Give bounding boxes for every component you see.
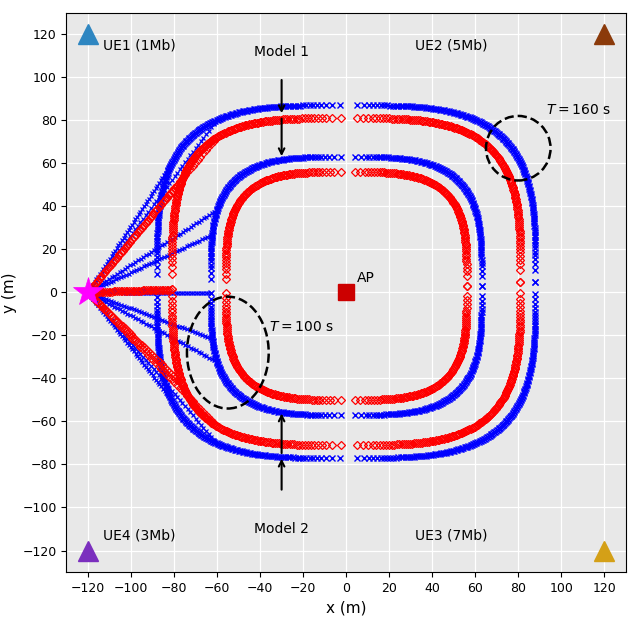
Y-axis label: y (m): y (m) bbox=[2, 272, 17, 313]
Text: AP: AP bbox=[357, 271, 375, 284]
Text: $T = 160$ s: $T = 160$ s bbox=[546, 103, 611, 117]
Text: UE4 (3Mb): UE4 (3Mb) bbox=[103, 529, 176, 543]
Text: UE2 (5Mb): UE2 (5Mb) bbox=[415, 38, 488, 52]
Text: Model 2: Model 2 bbox=[254, 522, 309, 536]
X-axis label: x (m): x (m) bbox=[326, 600, 367, 615]
Text: $T = 100$ s: $T = 100$ s bbox=[269, 320, 334, 334]
Text: UE3 (7Mb): UE3 (7Mb) bbox=[415, 529, 488, 543]
Text: UE1 (1Mb): UE1 (1Mb) bbox=[103, 38, 176, 52]
Text: Model 1: Model 1 bbox=[254, 45, 309, 58]
